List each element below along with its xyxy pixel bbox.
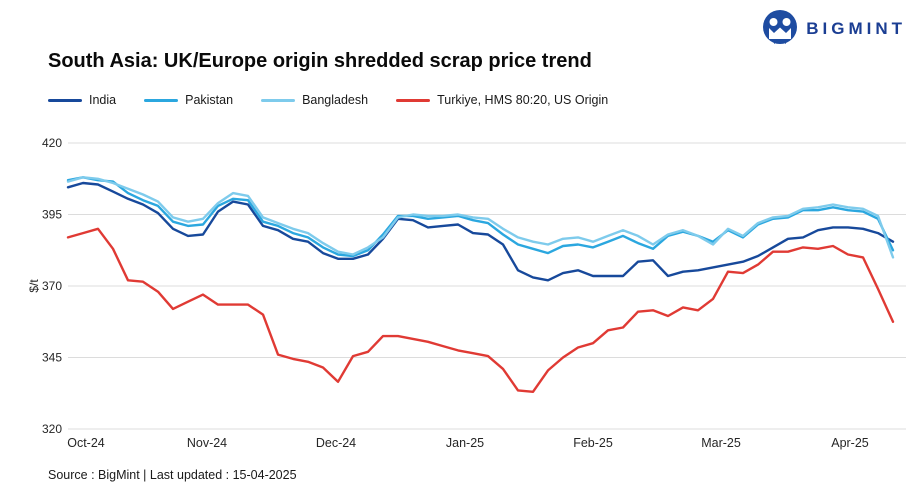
y-axis-label: $/t xyxy=(27,279,41,293)
x-tick-Nov-24: Nov-24 xyxy=(187,436,227,450)
legend-label-india: India xyxy=(89,93,117,107)
x-tick-Jan-25: Jan-25 xyxy=(446,436,484,450)
x-tick-Dec-24: Dec-24 xyxy=(316,436,356,450)
bigmint-logo-text: BIGMINT xyxy=(806,19,906,38)
chart-line-pakistan xyxy=(66,176,895,258)
chart-line-bangladesh xyxy=(66,176,895,259)
y-tick-395: 395 xyxy=(42,208,62,222)
chart-line-turkiye xyxy=(66,227,895,393)
x-tick-Apr-25: Apr-25 xyxy=(831,436,869,450)
x-tick-Oct-24: Oct-24 xyxy=(67,436,105,450)
legend-item-pakistan: Pakistan xyxy=(144,93,233,107)
legend-swatch-pakistan xyxy=(144,98,179,102)
page-title: South Asia: UK/Europe origin shredded sc… xyxy=(48,50,592,72)
legend-item-india: India xyxy=(48,93,116,107)
chart-line-india xyxy=(66,181,895,282)
legend-label-bangladesh: Bangladesh xyxy=(302,93,369,107)
legend-swatch-turkiye xyxy=(396,98,431,102)
legend-label-turkiye: Turkiye, HMS 80:20, US Origin xyxy=(437,93,609,107)
x-tick-Mar-25: Mar-25 xyxy=(701,436,741,450)
y-tick-345: 345 xyxy=(42,351,62,365)
legend-swatch-bangladesh xyxy=(261,98,296,102)
bigmint-logo-icon xyxy=(763,10,798,44)
y-tick-420: 420 xyxy=(42,136,62,150)
legend-label-pakistan: Pakistan xyxy=(185,93,234,107)
source-note: Source : BigMint | Last updated : 15-04-… xyxy=(48,468,297,482)
legend-item-bangladesh: Bangladesh xyxy=(261,93,368,107)
y-tick-320: 320 xyxy=(42,422,62,436)
chart-legend: India Pakistan Bangladesh Turkiye, HMS 8… xyxy=(48,93,608,107)
x-tick-Feb-25: Feb-25 xyxy=(573,436,613,450)
bigmint-logo: BIGMINT xyxy=(761,9,906,49)
y-tick-370: 370 xyxy=(42,279,62,293)
legend-item-turkiye: Turkiye, HMS 80:20, US Origin xyxy=(396,93,608,107)
legend-swatch-india xyxy=(48,98,82,102)
